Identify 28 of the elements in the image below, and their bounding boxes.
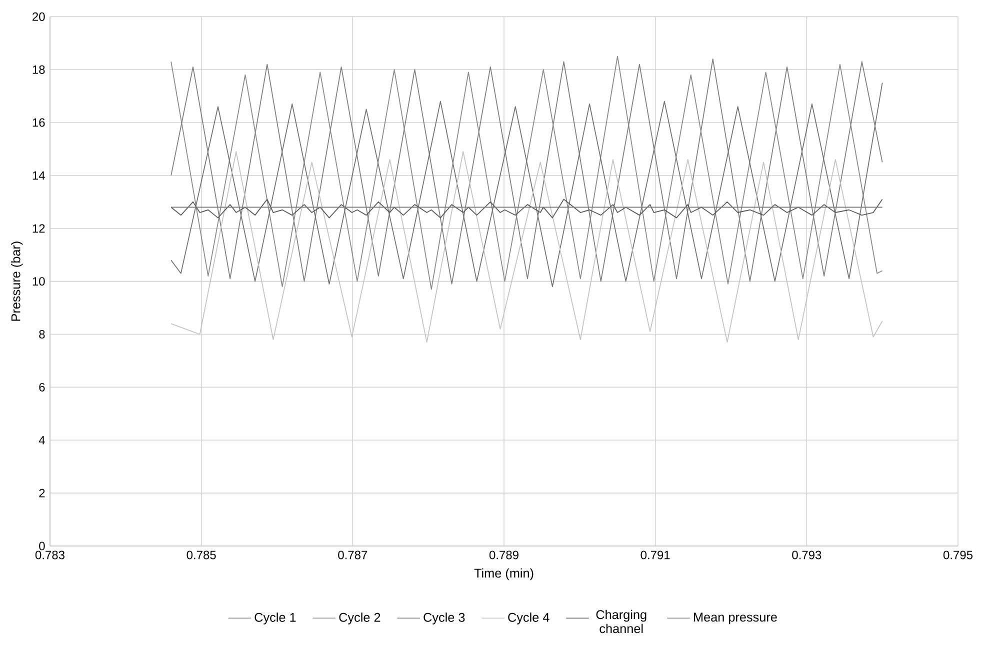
x-axis-title: Time (min) xyxy=(474,568,534,580)
legend-label: Mean pressure xyxy=(694,612,777,624)
y-tick-label: 2 xyxy=(39,488,45,498)
x-tick-label: 0.793 xyxy=(792,550,822,560)
x-tick-label: 0.789 xyxy=(489,550,518,560)
legend-label: Cycle 4 xyxy=(508,612,550,624)
y-tick-label: 18 xyxy=(32,65,45,74)
y-tick-label: 8 xyxy=(39,330,45,339)
x-tick-label: 0.787 xyxy=(338,550,368,560)
legend-label: Cycle 1 xyxy=(254,612,296,624)
y-tick-label: 10 xyxy=(32,277,45,286)
y-tick-label: 16 xyxy=(32,118,45,127)
y-axis-title: Pressure (bar) xyxy=(10,242,23,321)
y-tick-label: 4 xyxy=(38,436,45,444)
line-series xyxy=(170,151,883,343)
legend-label: Cycle 2 xyxy=(339,612,380,624)
x-tick-label: 0.791 xyxy=(640,550,670,560)
y-tick-label: 12 xyxy=(32,224,45,233)
x-tick-label: 0.785 xyxy=(186,550,216,560)
y-tick-label: 6 xyxy=(39,382,45,392)
legend-label: Cycle 3 xyxy=(424,612,465,624)
x-tick-label: 0.795 xyxy=(943,550,973,560)
y-tick-label: 20 xyxy=(32,12,45,21)
y-tick-label: 0 xyxy=(39,542,45,550)
y-tick-label: 14 xyxy=(32,171,45,180)
line-series xyxy=(170,198,883,218)
legend-label: Charging channel xyxy=(596,610,646,634)
x-tick-label: 0.783 xyxy=(35,550,64,560)
